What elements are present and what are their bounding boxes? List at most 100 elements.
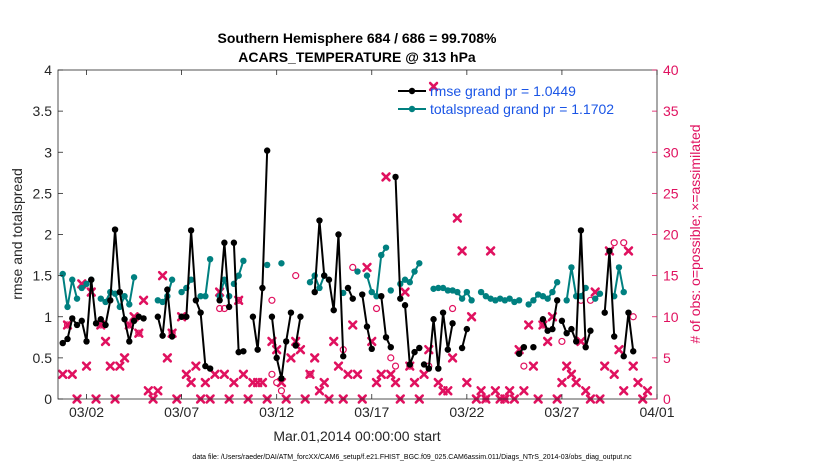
- obs-assimilated-point: [542, 336, 553, 347]
- obs-assimilated-point: [181, 369, 192, 380]
- obs-assimilated-point: [419, 369, 429, 380]
- obs-assimilated-point: [119, 353, 130, 363]
- rmse-point: [111, 226, 119, 233]
- obs-assimilated-point: [490, 386, 501, 396]
- totalspread-point: [354, 268, 361, 275]
- rmse-point: [368, 345, 375, 353]
- obs-assimilated-point: [81, 361, 92, 371]
- obs-assimilated-point: [162, 353, 173, 363]
- obs-assimilated-point: [314, 386, 325, 396]
- rmse-point: [249, 313, 257, 320]
- rmse-point: [178, 313, 185, 320]
- rmse-point: [439, 309, 447, 316]
- rmse-point: [197, 309, 204, 316]
- totalspread-point: [178, 288, 185, 296]
- obs-possible-point: [520, 362, 528, 370]
- rmse-point: [620, 353, 627, 360]
- rmse-point: [335, 231, 342, 238]
- rmse-point: [363, 323, 371, 330]
- obs-assimilated-point: [619, 386, 629, 396]
- totalspread-line: [309, 274, 326, 289]
- rmse-point: [297, 313, 304, 320]
- y2-tick-label: 0: [663, 391, 671, 407]
- x-tick-label: 03/17: [354, 404, 389, 420]
- obs-possible-point: [558, 337, 566, 346]
- rmse-point: [330, 306, 337, 314]
- obs-assimilated-point: [362, 262, 372, 273]
- rmse-point: [406, 361, 413, 368]
- totalspread-point: [549, 288, 556, 296]
- totalspread-point: [316, 284, 323, 292]
- totalspread-point: [73, 295, 81, 302]
- obs-assimilated-point: [286, 353, 296, 363]
- lines-layer: [59, 147, 637, 382]
- rmse-point: [577, 227, 585, 234]
- rmse-point: [587, 327, 594, 334]
- rmse-point: [611, 333, 618, 340]
- totalspread-point: [468, 297, 475, 304]
- legend-spread-marker: [408, 105, 416, 113]
- obs-assimilated-point: [191, 361, 201, 371]
- totalspread-point: [126, 301, 133, 308]
- obs-assimilated-point: [134, 328, 144, 338]
- obs-assimilated-point: [566, 369, 577, 380]
- rmse-point: [88, 276, 95, 283]
- totalspread-point: [168, 276, 176, 283]
- y2-tick-label: 10: [663, 309, 679, 325]
- totalspread-point: [444, 287, 452, 294]
- totalspread-point: [416, 260, 423, 267]
- rmse-point: [202, 362, 209, 370]
- obs-assimilated-point: [528, 361, 539, 371]
- obs-assimilated-point: [310, 353, 320, 363]
- obs-assimilated-point: [67, 369, 77, 380]
- obs-possible-point: [216, 304, 224, 313]
- rmse-point: [164, 286, 171, 293]
- obs-assimilated-point: [462, 377, 472, 388]
- totalspread-point: [197, 292, 204, 300]
- rmse-point: [344, 284, 352, 292]
- rmse-point: [411, 348, 418, 356]
- obs-assimilated-point: [409, 377, 420, 388]
- obs-assimilated-point: [614, 344, 624, 355]
- y-tick-label: 1: [44, 309, 52, 325]
- totalspread-point: [378, 251, 385, 259]
- rmse-point: [107, 297, 114, 304]
- totalspread-point: [458, 295, 466, 302]
- rmse-point: [187, 227, 195, 234]
- rmse-point: [268, 313, 276, 320]
- obs-assimilated-point: [580, 386, 591, 396]
- obs-assimilated-point: [519, 386, 529, 396]
- obs-assimilated-point: [447, 353, 458, 363]
- rmse-point: [606, 247, 613, 255]
- obs-possible-point: [372, 304, 381, 313]
- rmse-line: [100, 228, 136, 343]
- rmse-point: [59, 339, 66, 347]
- rmse-point: [382, 334, 390, 341]
- y-axis-label-left: rmse and totalspread: [9, 168, 25, 300]
- y2-tick-label: 30: [663, 144, 679, 160]
- y-tick-label: 4: [44, 62, 52, 78]
- obs-layer: [58, 81, 653, 404]
- rmse-point: [539, 316, 547, 323]
- totalspread-point: [539, 292, 547, 300]
- y-tick-label: 2.5: [33, 185, 53, 201]
- totalspread-point: [187, 276, 195, 283]
- totalspread-point: [382, 244, 390, 251]
- totalspread-point: [240, 257, 247, 265]
- obs-assimilated-point: [348, 320, 358, 330]
- obs-assimilated-point: [157, 270, 168, 281]
- chart-title: Southern Hemisphere 684 / 686 = 99.708%: [218, 30, 498, 46]
- rmse-point: [159, 332, 166, 339]
- totalspread-point: [206, 255, 214, 263]
- legend-rmse-label: rmse grand pr = 1.0449: [430, 83, 576, 99]
- obs-assimilated-point: [433, 377, 444, 388]
- obs-assimilated-point: [352, 369, 363, 380]
- obs-assimilated-point: [210, 369, 220, 380]
- rmse-point: [263, 147, 271, 154]
- obs-assimilated-point: [576, 336, 586, 347]
- rmse-point: [325, 276, 333, 283]
- obs-assimilated-point: [153, 386, 163, 396]
- obs-assimilated-point: [381, 172, 391, 182]
- rmse-point: [206, 365, 214, 372]
